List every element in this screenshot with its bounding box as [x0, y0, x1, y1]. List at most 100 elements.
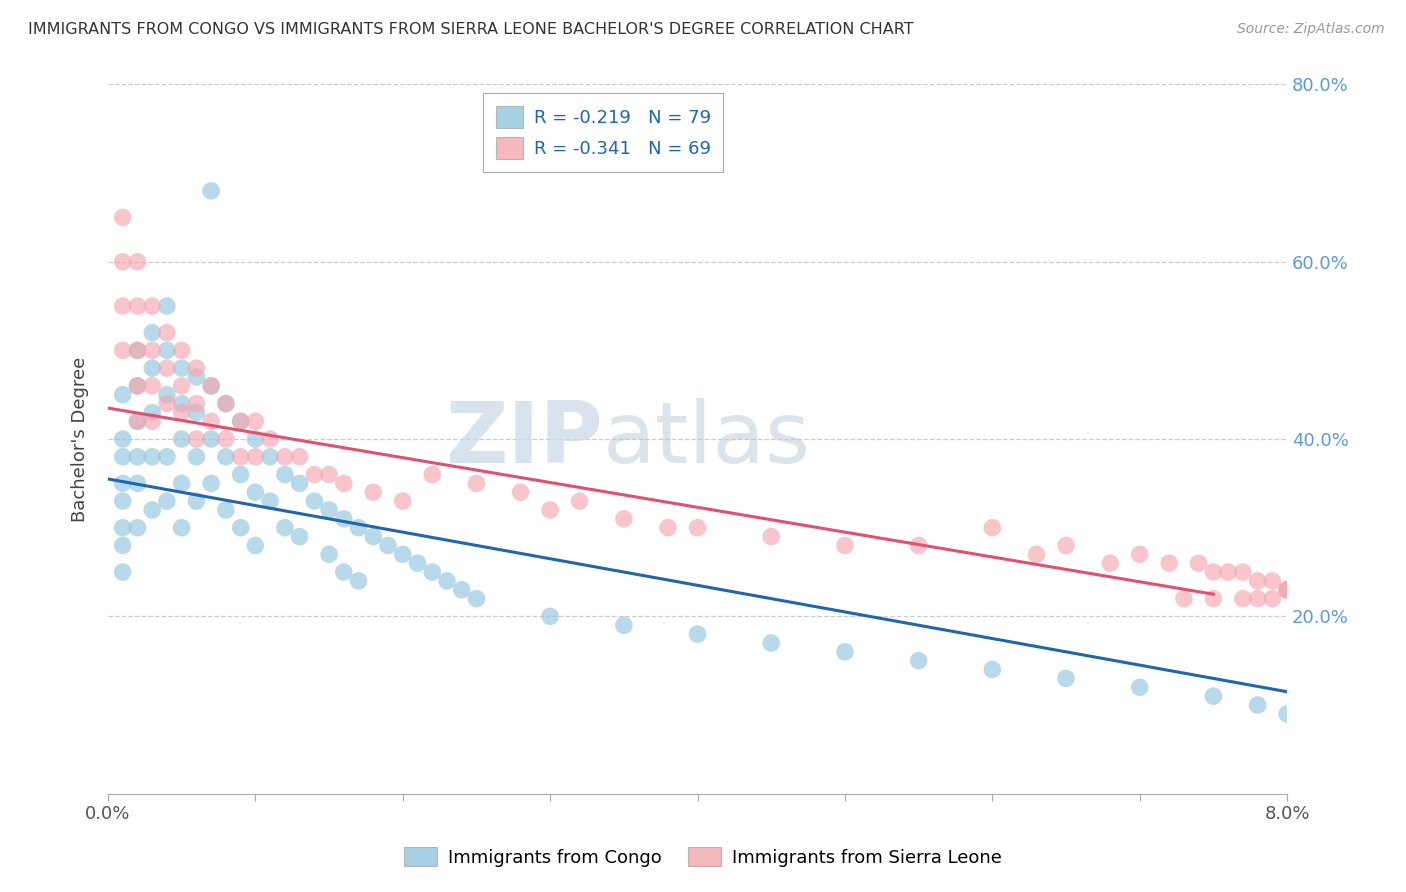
Point	[156, 326, 179, 340]
Point	[156, 343, 179, 358]
Point	[229, 414, 252, 428]
Point	[420, 467, 443, 482]
Point	[1129, 547, 1152, 561]
Point	[111, 343, 134, 358]
Point	[465, 591, 488, 606]
Point	[1275, 582, 1298, 597]
Point	[450, 582, 472, 597]
Point	[186, 405, 208, 419]
Point	[406, 556, 429, 570]
Point	[361, 530, 384, 544]
Point	[318, 547, 340, 561]
Point	[361, 485, 384, 500]
Point	[215, 450, 238, 464]
Point	[1232, 565, 1254, 579]
Point	[465, 476, 488, 491]
Point	[1202, 591, 1225, 606]
Point	[288, 530, 311, 544]
Point	[186, 370, 208, 384]
Point	[170, 396, 193, 410]
Point	[538, 503, 561, 517]
Point	[186, 432, 208, 446]
Point	[170, 432, 193, 446]
Point	[1054, 538, 1077, 552]
Point	[170, 405, 193, 419]
Y-axis label: Bachelor's Degree: Bachelor's Degree	[72, 357, 89, 522]
Point	[538, 609, 561, 624]
Point	[420, 565, 443, 579]
Point	[156, 494, 179, 508]
Point	[1025, 547, 1047, 561]
Point	[347, 521, 370, 535]
Point	[127, 343, 149, 358]
Point	[141, 379, 163, 393]
Point	[1261, 574, 1284, 588]
Point	[215, 396, 238, 410]
Point	[1216, 565, 1239, 579]
Point	[156, 450, 179, 464]
Point	[391, 547, 413, 561]
Point	[170, 476, 193, 491]
Point	[127, 343, 149, 358]
Text: IMMIGRANTS FROM CONGO VS IMMIGRANTS FROM SIERRA LEONE BACHELOR'S DEGREE CORRELAT: IMMIGRANTS FROM CONGO VS IMMIGRANTS FROM…	[28, 22, 914, 37]
Point	[141, 405, 163, 419]
Point	[1275, 706, 1298, 721]
Point	[1202, 565, 1225, 579]
Point	[141, 361, 163, 376]
Point	[568, 494, 591, 508]
Point	[288, 476, 311, 491]
Point	[215, 396, 238, 410]
Point	[200, 432, 222, 446]
Point	[111, 432, 134, 446]
Point	[127, 521, 149, 535]
Point	[1054, 672, 1077, 686]
Point	[111, 565, 134, 579]
Point	[111, 538, 134, 552]
Point	[141, 503, 163, 517]
Point	[509, 485, 531, 500]
Point	[111, 521, 134, 535]
Point	[318, 503, 340, 517]
Point	[981, 521, 1004, 535]
Point	[834, 645, 856, 659]
Point	[127, 299, 149, 313]
Point	[761, 636, 783, 650]
Point	[907, 538, 929, 552]
Point	[111, 211, 134, 225]
Text: atlas: atlas	[603, 398, 811, 481]
Point	[111, 254, 134, 268]
Point	[111, 450, 134, 464]
Point	[245, 432, 267, 446]
Point	[1188, 556, 1211, 570]
Point	[229, 467, 252, 482]
Point	[111, 299, 134, 313]
Point	[613, 512, 636, 526]
Point	[127, 476, 149, 491]
Point	[141, 299, 163, 313]
Point	[186, 450, 208, 464]
Point	[1275, 582, 1298, 597]
Point	[274, 467, 297, 482]
Point	[333, 476, 356, 491]
Point	[347, 574, 370, 588]
Point	[200, 379, 222, 393]
Point	[200, 414, 222, 428]
Point	[141, 414, 163, 428]
Point	[170, 343, 193, 358]
Point	[127, 379, 149, 393]
Point	[657, 521, 679, 535]
Point	[274, 450, 297, 464]
Point	[200, 476, 222, 491]
Point	[200, 379, 222, 393]
Point	[141, 326, 163, 340]
Text: ZIP: ZIP	[446, 398, 603, 481]
Point	[215, 503, 238, 517]
Point	[170, 521, 193, 535]
Point	[391, 494, 413, 508]
Point	[333, 512, 356, 526]
Point	[186, 494, 208, 508]
Point	[1159, 556, 1181, 570]
Point	[1232, 591, 1254, 606]
Point	[333, 565, 356, 579]
Point	[1246, 574, 1268, 588]
